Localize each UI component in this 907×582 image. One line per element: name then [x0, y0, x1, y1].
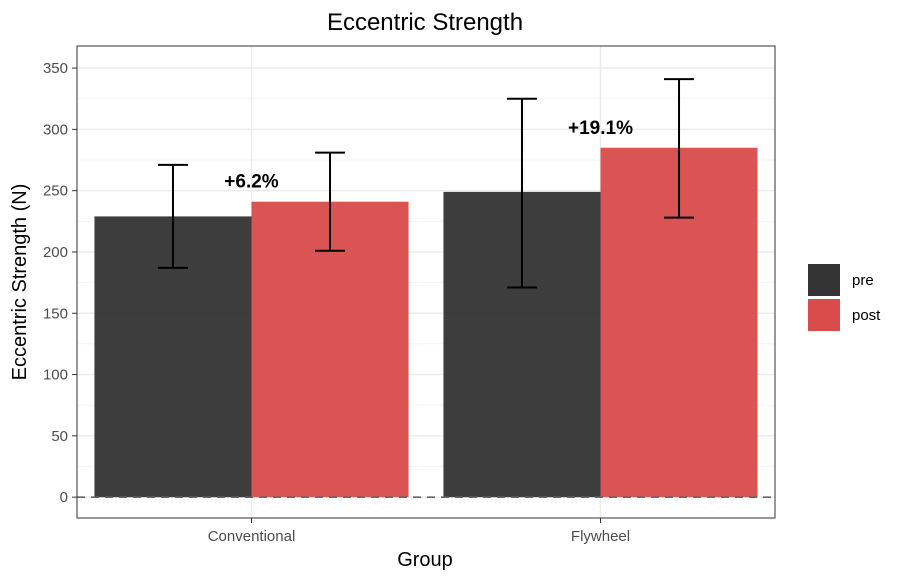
- x-tick-label: Flywheel: [571, 528, 630, 545]
- y-tick-label: 200: [43, 244, 68, 261]
- legend-label-pre: pre: [852, 272, 874, 289]
- y-axis-title: Eccentric Strength (N): [9, 184, 31, 381]
- change-annotation: +6.2%: [224, 172, 279, 193]
- x-axis-title: Group: [397, 549, 453, 571]
- chart-title: Eccentric Strength: [327, 9, 523, 36]
- legend-label-post: post: [852, 307, 881, 324]
- plot-border: [76, 45, 776, 519]
- legend-key-post: [808, 299, 840, 331]
- y-tick-label: 100: [43, 367, 68, 384]
- change-annotation: +19.1%: [568, 118, 633, 139]
- y-tick-label: 0: [60, 489, 68, 506]
- legend: pre post: [808, 264, 881, 331]
- x-tick-label: Conventional: [208, 528, 296, 545]
- y-tick-label: 250: [43, 183, 68, 200]
- y-tick-label: 350: [43, 60, 68, 77]
- y-tick-label: 300: [43, 121, 68, 138]
- plot-area: +6.2% +19.1% 0 50 100 150 200 250 300 350 Conventi…: [43, 45, 776, 545]
- y-tick-label: 50: [51, 428, 68, 445]
- y-tick-label: 150: [43, 305, 68, 322]
- legend-key-pre: [808, 264, 840, 296]
